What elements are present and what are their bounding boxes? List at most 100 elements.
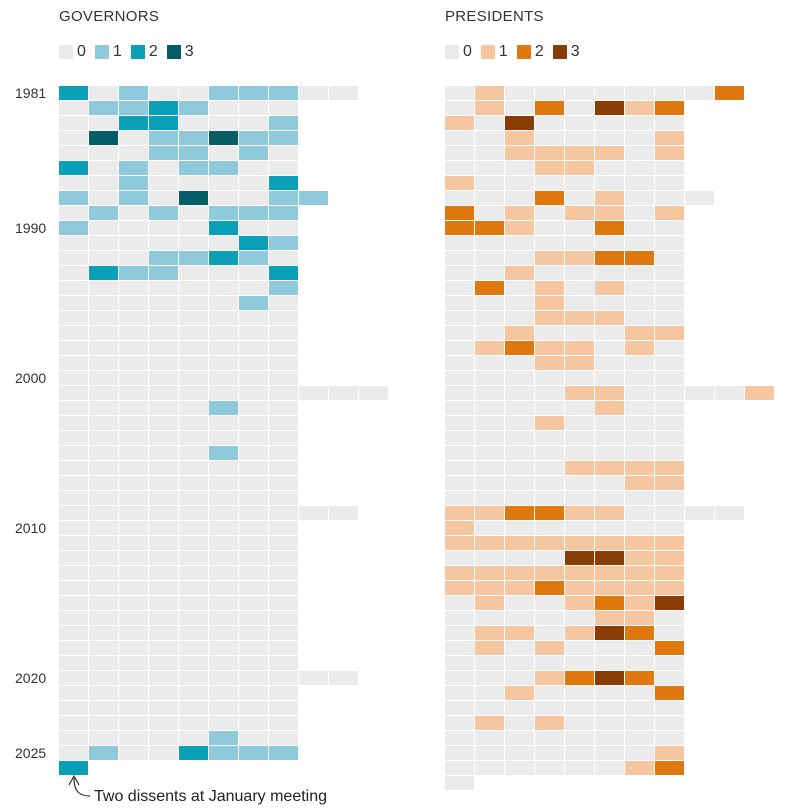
heatmap-cell <box>119 251 148 265</box>
heatmap-cell <box>505 581 534 595</box>
heatmap-cell <box>89 431 118 445</box>
heatmap-cell <box>89 536 118 550</box>
heatmap-cell <box>149 611 178 625</box>
heatmap-cell <box>445 491 474 505</box>
heatmap-cell <box>179 491 208 505</box>
heatmap-cell <box>59 731 88 745</box>
heatmap-cell <box>445 326 474 340</box>
heatmap-cell <box>179 596 208 610</box>
heatmap-cell <box>119 266 148 280</box>
heatmap-cell <box>59 761 88 775</box>
heatmap-cell <box>209 446 238 460</box>
heatmap-cell <box>445 686 474 700</box>
heatmap-cell <box>625 266 654 280</box>
heatmap-cell <box>655 431 684 445</box>
heatmap-cell <box>299 386 328 400</box>
heatmap-cell <box>535 476 564 490</box>
heatmap-cell <box>149 656 178 670</box>
heatmap-cell <box>209 356 238 370</box>
heatmap-cell <box>299 191 328 205</box>
heatmap-cell <box>565 686 594 700</box>
heatmap-cell <box>269 386 298 400</box>
heatmap-cell <box>475 581 504 595</box>
heatmap-cell <box>179 686 208 700</box>
heatmap-cell <box>239 326 268 340</box>
heatmap-cell <box>655 101 684 115</box>
heatmap-cell <box>655 401 684 415</box>
heatmap-cell <box>535 416 564 430</box>
heatmap-cell <box>119 716 148 730</box>
heatmap-cell <box>445 191 474 205</box>
heatmap-cell <box>209 86 238 100</box>
heatmap-cell <box>149 461 178 475</box>
heatmap-cell <box>239 491 268 505</box>
heatmap-cell <box>179 206 208 220</box>
heatmap-cell <box>655 536 684 550</box>
heatmap-cell <box>685 86 714 100</box>
heatmap-cell <box>445 551 474 565</box>
heatmap-cell <box>625 371 654 385</box>
legend-label: 0 <box>77 43 86 60</box>
heatmap-cell <box>445 716 474 730</box>
heatmap-cell <box>149 641 178 655</box>
heatmap-cell <box>475 191 504 205</box>
heatmap-cell <box>89 356 118 370</box>
heatmap-cell <box>239 146 268 160</box>
heatmap-cell <box>565 176 594 190</box>
heatmap-cell <box>119 116 148 130</box>
heatmap-cell <box>239 506 268 520</box>
legend-label: 3 <box>184 43 194 60</box>
heatmap-cell <box>179 86 208 100</box>
heatmap-cell <box>239 131 268 145</box>
heatmap-cell <box>445 176 474 190</box>
heatmap-cell <box>89 236 118 250</box>
governors-legend: 0 1 2 3 <box>59 42 203 62</box>
heatmap-cell <box>535 131 564 145</box>
heatmap-cell <box>239 536 268 550</box>
heatmap-cell <box>119 326 148 340</box>
heatmap-cell <box>89 566 118 580</box>
legend-swatch <box>516 45 531 59</box>
heatmap-cell <box>625 326 654 340</box>
heatmap-cell <box>565 641 594 655</box>
heatmap-cell <box>179 191 208 205</box>
heatmap-cell <box>119 596 148 610</box>
heatmap-cell <box>565 296 594 310</box>
heatmap-cell <box>59 176 88 190</box>
heatmap-cell <box>149 506 178 520</box>
heatmap-cell <box>655 626 684 640</box>
heatmap-cell <box>475 386 504 400</box>
heatmap-cell <box>209 476 238 490</box>
heatmap-cell <box>119 626 148 640</box>
heatmap-cell <box>59 326 88 340</box>
heatmap-cell <box>89 506 118 520</box>
heatmap-cell <box>179 371 208 385</box>
heatmap-cell <box>149 86 178 100</box>
heatmap-cell <box>209 536 238 550</box>
heatmap-cell <box>59 191 88 205</box>
heatmap-cell <box>149 131 178 145</box>
heatmap-cell <box>475 371 504 385</box>
heatmap-cell <box>475 266 504 280</box>
heatmap-cell <box>149 236 178 250</box>
heatmap-cell <box>565 326 594 340</box>
heatmap-cell <box>535 686 564 700</box>
heatmap-cell <box>119 611 148 625</box>
heatmap-cell <box>89 326 118 340</box>
heatmap-cell <box>655 671 684 685</box>
heatmap-cell <box>209 251 238 265</box>
heatmap-cell <box>475 611 504 625</box>
heatmap-cell <box>565 551 594 565</box>
heatmap-cell <box>445 776 474 790</box>
heatmap-cell <box>595 581 624 595</box>
heatmap-cell <box>595 476 624 490</box>
heatmap-cell <box>565 281 594 295</box>
heatmap-cell <box>565 761 594 775</box>
heatmap-cell <box>625 161 654 175</box>
heatmap-cell <box>299 86 328 100</box>
heatmap-cell <box>119 281 148 295</box>
heatmap-cell <box>209 146 238 160</box>
heatmap-cell <box>595 116 624 130</box>
heatmap-cell <box>209 161 238 175</box>
heatmap-cell <box>89 296 118 310</box>
